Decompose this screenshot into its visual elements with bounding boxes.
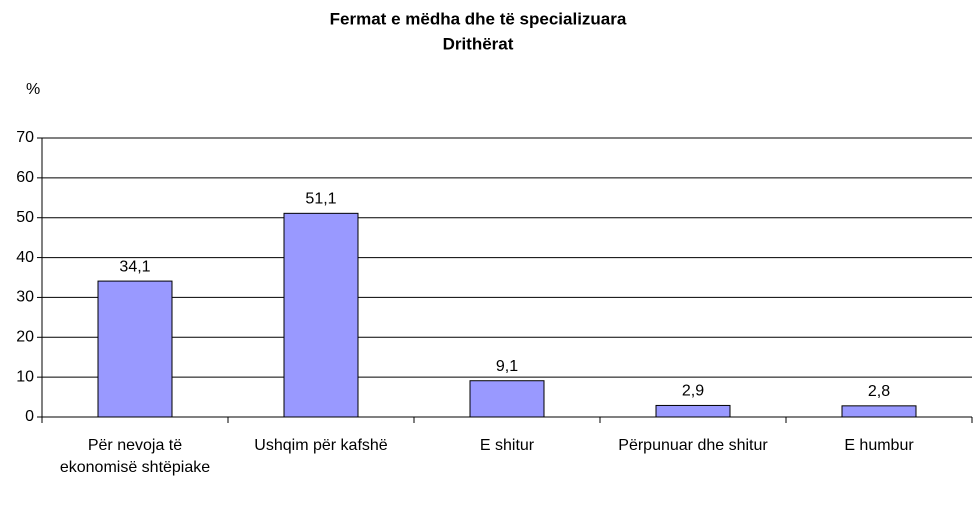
x-tick-label: Ushqim për kafshë: [254, 437, 388, 454]
bar: [841, 405, 917, 418]
value-label: 51,1: [305, 191, 336, 208]
x-tick-label: E shitur: [479, 437, 535, 454]
y-tick-label: 70: [16, 129, 34, 146]
y-tick-label: 60: [16, 169, 34, 186]
chart-subtitle: Drithërat: [443, 34, 514, 53]
chart-title: Fermat e mëdha dhe të specializuara: [330, 9, 627, 28]
x-tick-label: Përpunuar dhe shitur: [618, 437, 768, 454]
y-tick-label: 20: [16, 329, 34, 346]
x-tick-label: E humbur: [844, 437, 914, 454]
bar: [655, 404, 731, 418]
bar: [283, 212, 359, 418]
value-label: 2,9: [682, 383, 704, 400]
y-tick-label: 10: [16, 368, 34, 385]
x-tick-label: Për nevoja të ekonomisë shtëpiake: [59, 437, 211, 476]
y-axis-label: %: [26, 81, 40, 98]
value-label: 9,1: [496, 358, 518, 375]
bar: [97, 280, 173, 418]
value-label: 34,1: [119, 258, 150, 275]
y-tick-label: 40: [16, 249, 34, 266]
value-label: 2,8: [868, 383, 890, 400]
y-tick-label: 30: [16, 289, 34, 306]
y-tick-label: 0: [25, 408, 34, 425]
bar: [469, 380, 545, 418]
y-tick-label: 50: [16, 209, 34, 226]
